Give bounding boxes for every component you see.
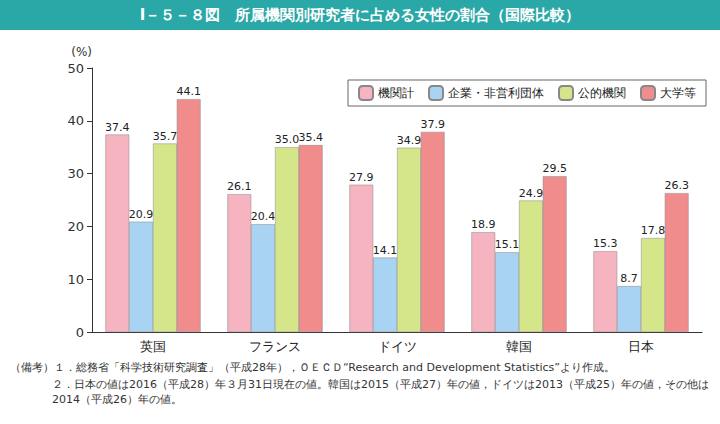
svg-text:2014（平成26）年の値。: 2014（平成26）年の値。 — [52, 393, 182, 406]
svg-text:20: 20 — [67, 219, 84, 234]
svg-text:26.3: 26.3 — [664, 179, 689, 192]
svg-text:0: 0 — [76, 325, 84, 340]
svg-text:50: 50 — [67, 61, 84, 76]
svg-text:37.4: 37.4 — [105, 121, 130, 134]
svg-text:韓国: 韓国 — [506, 339, 532, 354]
svg-text:日本: 日本 — [628, 339, 654, 354]
svg-text:フランス: フランス — [249, 339, 301, 354]
svg-text:17.8: 17.8 — [641, 224, 666, 237]
svg-text:20.4: 20.4 — [251, 210, 276, 223]
svg-text:30: 30 — [67, 166, 84, 181]
svg-text:26.1: 26.1 — [227, 180, 252, 193]
svg-text:27.9: 27.9 — [349, 171, 374, 184]
svg-text:29.5: 29.5 — [542, 162, 567, 175]
svg-text:10: 10 — [67, 272, 84, 287]
svg-text:34.9: 34.9 — [397, 134, 422, 147]
svg-text:18.9: 18.9 — [471, 218, 496, 231]
svg-text:37.9: 37.9 — [420, 118, 445, 131]
svg-text:公的機関: 公的機関 — [578, 86, 626, 100]
svg-text:24.9: 24.9 — [519, 187, 544, 200]
svg-text:44.1: 44.1 — [176, 85, 201, 98]
svg-text:(%): (%) — [71, 45, 92, 59]
svg-text:20.9: 20.9 — [129, 208, 154, 221]
svg-text:35.0: 35.0 — [275, 133, 300, 146]
svg-text:２．日本の値は2016（平成28）年３月31日現在の値。韓国: ２．日本の値は2016（平成28）年３月31日現在の値。韓国は2015（平成27… — [52, 378, 709, 391]
svg-text:14.1: 14.1 — [373, 244, 398, 257]
svg-text:大学等: 大学等 — [660, 86, 696, 100]
svg-text:15.1: 15.1 — [495, 238, 519, 251]
svg-text:機関計: 機関計 — [378, 86, 414, 100]
svg-text:15.3: 15.3 — [593, 237, 618, 250]
svg-text:企業・非営利団体: 企業・非営利団体 — [448, 86, 544, 100]
svg-text:40: 40 — [67, 113, 84, 128]
svg-text:35.7: 35.7 — [153, 130, 178, 143]
svg-text:Ⅰ－５－８図 所属機関別研究者に占める女性の割合（国際比較）: Ⅰ－５－８図 所属機関別研究者に占める女性の割合（国際比較） — [140, 6, 581, 24]
svg-text:（備考）１．総務省「科学技術研究調査」（平成28年），ＯＥＣ: （備考）１．総務省「科学技術研究調査」（平成28年），ＯＥＣＤ“Research… — [10, 361, 615, 374]
svg-text:35.4: 35.4 — [298, 131, 323, 144]
svg-text:英国: 英国 — [140, 339, 166, 354]
svg-text:ドイツ: ドイツ — [378, 339, 417, 354]
svg-text:8.7: 8.7 — [620, 272, 638, 285]
